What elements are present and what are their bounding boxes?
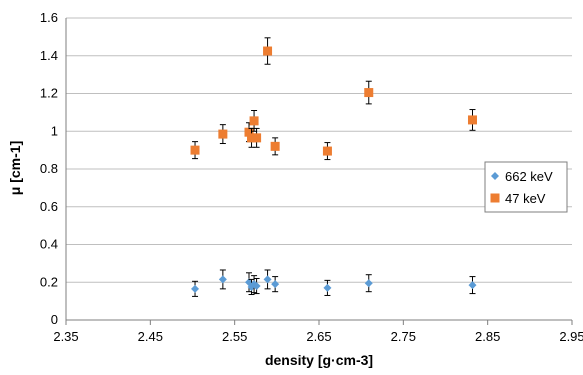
data-point <box>263 37 273 65</box>
data-point-diamond <box>263 275 272 284</box>
data-point-square <box>247 133 257 143</box>
legend: 662 keV 47 keV <box>484 161 568 213</box>
legend-item: 47 keV <box>490 191 546 206</box>
x-tick-label: 2.95 <box>559 329 583 344</box>
x-tick-label: 2.85 <box>475 329 500 344</box>
data-point <box>364 80 374 105</box>
data-point <box>252 277 261 295</box>
data-point-square <box>467 115 477 125</box>
x-tick-label: 2.35 <box>53 329 78 344</box>
data-point-square <box>490 193 500 203</box>
data-point <box>468 276 477 295</box>
y-tick-label: 0.8 <box>40 161 58 176</box>
x-tick-label: 2.65 <box>306 329 331 344</box>
data-points <box>190 37 477 297</box>
data-point <box>252 127 262 148</box>
gridlines <box>66 17 572 283</box>
data-point-diamond <box>218 275 227 284</box>
y-axis-title: μ [cm-1] <box>7 141 23 195</box>
data-point-diamond <box>468 281 477 290</box>
y-tick-label: 0.2 <box>40 274 58 289</box>
data-point <box>263 269 272 290</box>
legend-box <box>484 161 568 213</box>
data-point <box>191 280 200 297</box>
data-point-square <box>364 88 374 98</box>
y-tick-label: 0 <box>51 312 58 327</box>
data-point <box>271 276 280 293</box>
data-point-square <box>190 145 200 155</box>
legend-label: 662 keV <box>505 169 553 184</box>
data-point-square <box>249 116 259 126</box>
data-point-square <box>270 141 280 151</box>
data-point-diamond <box>252 282 261 291</box>
y-tick-label: 1.4 <box>40 48 58 63</box>
data-point-diamond <box>191 284 200 293</box>
data-point-square <box>244 127 254 137</box>
legend-label: 47 keV <box>505 191 546 206</box>
data-point <box>364 274 373 293</box>
data-point-square <box>252 133 262 143</box>
x-tick-label: 2.45 <box>138 329 163 344</box>
y-tick-label: 1.2 <box>40 86 58 101</box>
data-point <box>218 269 227 290</box>
data-point-square <box>263 46 273 56</box>
data-point-square <box>322 146 332 156</box>
data-point <box>323 279 332 296</box>
data-point-diamond <box>491 172 499 180</box>
x-tick-labels: 2.35 2.45 2.55 2.65 2.75 2.85 2.95 <box>53 329 583 344</box>
axes <box>65 18 573 325</box>
y-tick-labels: 0 0.2 0.4 0.6 0.8 1 1.2 1.4 1.6 <box>40 10 58 327</box>
data-point <box>218 124 228 145</box>
x-tick-label: 2.75 <box>391 329 416 344</box>
data-point-diamond <box>323 283 332 292</box>
data-point <box>467 109 477 131</box>
data-point <box>249 109 259 132</box>
data-point-square <box>218 129 228 139</box>
data-point <box>270 137 280 156</box>
data-point-diamond <box>271 280 280 289</box>
y-tick-label: 1.6 <box>40 10 58 25</box>
y-tick-label: 0.4 <box>40 237 58 252</box>
data-point-diamond <box>364 279 373 288</box>
y-tick-label: 0.6 <box>40 199 58 214</box>
data-point <box>322 142 332 161</box>
x-axis-title: density [g·cm-3] <box>265 352 373 368</box>
data-point <box>190 141 200 160</box>
y-tick-label: 1 <box>51 123 58 138</box>
legend-item: 662 keV <box>491 169 553 184</box>
x-tick-label: 2.55 <box>222 329 247 344</box>
